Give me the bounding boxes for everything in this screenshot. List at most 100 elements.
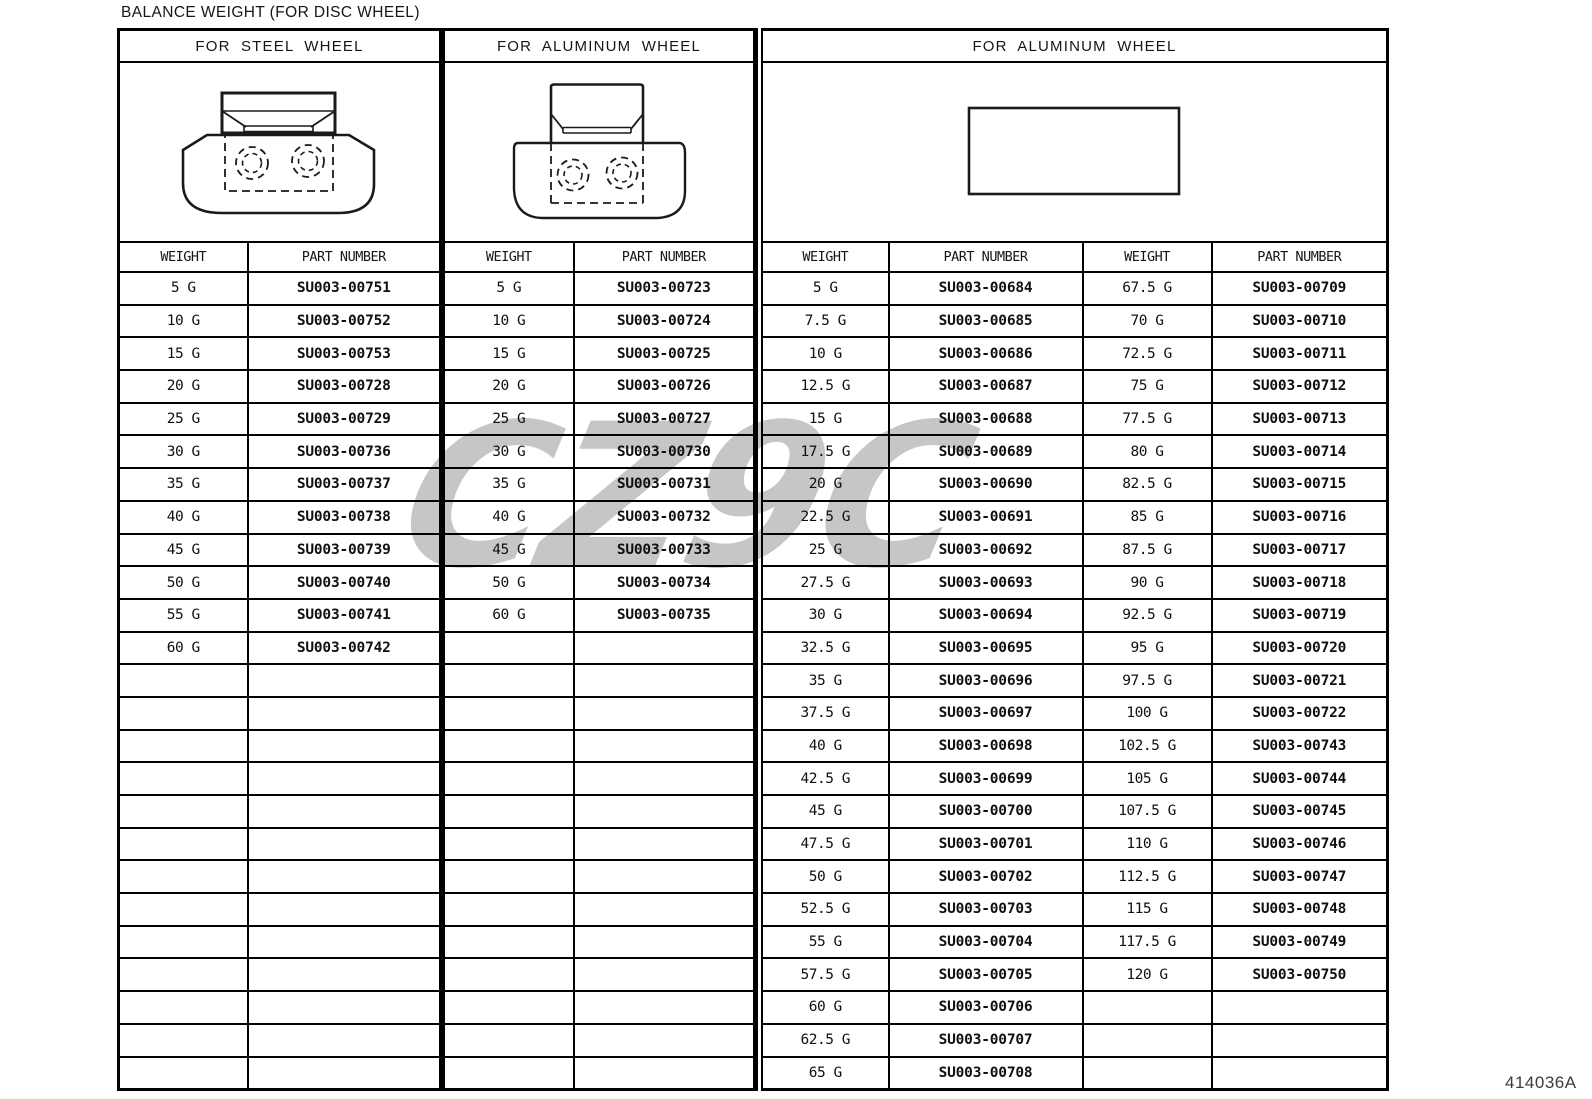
section-header-row: FOR STEEL WHEEL	[117, 28, 442, 63]
part-number-cell: SU003-00717	[1210, 532, 1389, 568]
section-header-row: FOR ALUMINUM WHEEL	[758, 28, 1389, 63]
weight-cell	[442, 859, 575, 895]
part-number-cell	[246, 794, 442, 829]
table-row	[117, 892, 442, 927]
weight-cell: 40 G	[442, 499, 575, 535]
table-row: 62.5 G SU003-00707	[758, 1022, 1389, 1058]
weight-cell: 35 G	[117, 467, 249, 502]
weight-cell: 12.5 G	[758, 369, 890, 404]
part-number-cell: SU003-00727	[572, 401, 756, 437]
part-number-cell: SU003-00709	[1210, 271, 1389, 306]
table-row: 47.5 G SU003-00701 110 G SU003-00746	[758, 826, 1389, 862]
part-number-cell: SU003-00730	[572, 434, 756, 470]
weight-cell: 22.5 G	[758, 499, 890, 535]
table-row: 50 G SU003-00702 112.5 G SU003-00747	[758, 859, 1389, 895]
part-number-cell: SU003-00692	[887, 532, 1084, 568]
part-number-cell: SU003-00710	[1210, 303, 1389, 339]
table-row	[117, 826, 442, 862]
table-row: 45 G SU003-00733	[442, 532, 756, 568]
weight-cell: 45 G	[758, 794, 890, 829]
weight-cell: 50 G	[117, 565, 249, 600]
table-row: 40 G SU003-00732	[442, 499, 756, 535]
part-number-cell: SU003-00735	[572, 597, 756, 633]
page-title: BALANCE WEIGHT (FOR DISC WHEEL)	[121, 4, 420, 21]
weight-cell: 65 G	[758, 1055, 890, 1091]
table-row	[117, 924, 442, 960]
part-number-cell	[1210, 1055, 1389, 1091]
part-number-cell	[572, 695, 756, 731]
table-row	[442, 957, 756, 993]
table-row: 10 G SU003-00686 72.5 G SU003-00711	[758, 336, 1389, 372]
weight-cell: 60 G	[117, 630, 249, 666]
part-number-cell: SU003-00747	[1210, 859, 1389, 895]
aluminum-wheel-weight-drawing	[512, 83, 687, 220]
table-row	[442, 826, 756, 862]
weight-cell: 10 G	[442, 303, 575, 339]
part-number-cell: SU003-00739	[246, 532, 442, 568]
table-row: 32.5 G SU003-00695 95 G SU003-00720	[758, 630, 1389, 666]
part-number-cell: SU003-00724	[572, 303, 756, 339]
weight-cell	[117, 990, 249, 1025]
table-row: 37.5 G SU003-00697 100 G SU003-00722	[758, 695, 1389, 731]
weight-cell	[117, 957, 249, 993]
drawing-row	[758, 61, 1389, 243]
weight-cell	[442, 761, 575, 796]
weight-cell: 55 G	[117, 597, 249, 633]
table-row: 65 G SU003-00708	[758, 1055, 1389, 1091]
aluminum-weight-drawing-cell	[442, 61, 756, 243]
weight-cell: 10 G	[758, 336, 890, 372]
part-number-cell: SU003-00694	[887, 597, 1084, 633]
weight-cell: 102.5 G	[1081, 728, 1213, 764]
part-number-cell	[246, 924, 442, 960]
part-number-cell: SU003-00752	[246, 303, 442, 339]
table-row	[117, 695, 442, 731]
weight-cell	[117, 794, 249, 829]
part-number-cell	[246, 859, 442, 895]
table-row	[442, 630, 756, 666]
table-row: 12.5 G SU003-00687 75 G SU003-00712	[758, 369, 1389, 404]
part-number-cell: SU003-00728	[246, 369, 442, 404]
weight-cell: 25 G	[117, 401, 249, 437]
table-row: 15 G SU003-00753	[117, 336, 442, 372]
part-number-cell	[1210, 990, 1389, 1025]
part-number-cell: SU003-00713	[1210, 401, 1389, 437]
table-row: 42.5 G SU003-00699 105 G SU003-00744	[758, 761, 1389, 796]
table-row: 55 G SU003-00741	[117, 597, 442, 633]
part-number-cell	[572, 1022, 756, 1058]
part-number-cell: SU003-00697	[887, 695, 1084, 731]
balance-weight-table: FOR STEEL WHEEL	[117, 28, 1389, 1092]
weight-cell: 62.5 G	[758, 1022, 890, 1058]
part-number-cell: SU003-00695	[887, 630, 1084, 666]
table-row	[117, 859, 442, 895]
weight-cell	[117, 761, 249, 796]
table-row: 10 G SU003-00724	[442, 303, 756, 339]
part-number-cell: SU003-00699	[887, 761, 1084, 796]
weight-cell	[117, 728, 249, 764]
part-number-cell	[572, 892, 756, 927]
table-row: 60 G SU003-00742	[117, 630, 442, 666]
table-row: 35 G SU003-00737	[117, 467, 442, 502]
weight-cell: 105 G	[1081, 761, 1213, 796]
weight-cell: 90 G	[1081, 565, 1213, 600]
weight-cell: 52.5 G	[758, 892, 890, 927]
weight-cell: 67.5 G	[1081, 271, 1213, 306]
part-number-cell: SU003-00749	[1210, 924, 1389, 960]
weight-cell	[442, 990, 575, 1025]
part-number-cell: SU003-00688	[887, 401, 1084, 437]
table-row: 5 G SU003-00751	[117, 271, 442, 306]
column-header-part-number: PART NUMBER	[246, 241, 442, 273]
weight-cell	[117, 859, 249, 895]
weight-cell: 75 G	[1081, 369, 1213, 404]
part-number-cell: SU003-00703	[887, 892, 1084, 927]
weight-cell	[442, 826, 575, 862]
weight-cell: 20 G	[758, 467, 890, 502]
weight-cell: 110 G	[1081, 826, 1213, 862]
weight-cell: 35 G	[442, 467, 575, 502]
part-number-cell: SU003-00723	[572, 271, 756, 306]
part-number-cell: SU003-00712	[1210, 369, 1389, 404]
table-row: 27.5 G SU003-00693 90 G SU003-00718	[758, 565, 1389, 600]
part-number-cell	[246, 663, 442, 698]
table-row: 60 G SU003-00735	[442, 597, 756, 633]
weight-cell	[442, 924, 575, 960]
part-number-cell: SU003-00701	[887, 826, 1084, 862]
